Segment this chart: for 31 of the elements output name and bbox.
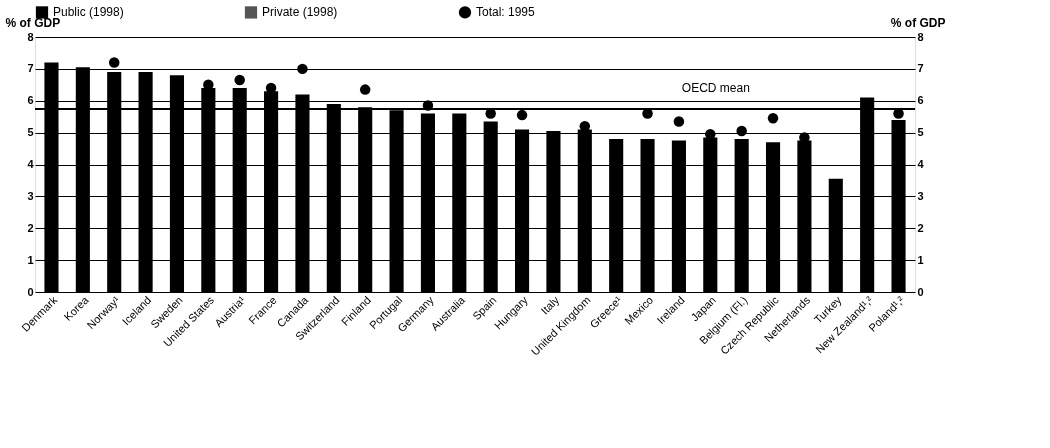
ref-line-label: OECD mean xyxy=(681,81,750,96)
y2-axis-title: % of GDP xyxy=(890,15,946,30)
y-tick-label: 8 xyxy=(27,30,34,43)
point xyxy=(516,109,528,121)
y2-tick-label: 6 xyxy=(917,94,924,107)
y-tick-label: 0 xyxy=(27,285,34,298)
y2-tick-label: 7 xyxy=(917,62,924,75)
y-tick-label: 5 xyxy=(27,126,34,139)
point xyxy=(234,74,245,86)
point xyxy=(108,57,120,68)
y2-tick-label: 0 xyxy=(917,285,924,298)
y2-tick-label: 5 xyxy=(917,126,924,139)
y2-tick-label: 3 xyxy=(917,189,924,202)
point xyxy=(297,63,308,75)
y2-tick-label: 1 xyxy=(917,253,924,266)
y2-tick-label: 2 xyxy=(917,221,924,234)
point xyxy=(736,125,747,137)
y2-tick-label: 4 xyxy=(917,158,925,170)
y-tick-label: 3 xyxy=(27,189,34,202)
y-axis-title: % of GDP xyxy=(5,15,61,30)
legend-label: Total: 1995 xyxy=(476,5,536,20)
point xyxy=(767,113,779,124)
y-tick-label: 7 xyxy=(27,62,34,75)
point xyxy=(359,84,371,95)
y-tick-label: 6 xyxy=(27,94,34,107)
y2-tick-label: 8 xyxy=(917,30,924,43)
y-tick-label: 4 xyxy=(27,158,35,170)
y-tick-label: 1 xyxy=(27,253,34,266)
y-tick-label: 2 xyxy=(27,221,34,234)
point xyxy=(673,116,685,127)
legend-label: Private (1998) xyxy=(262,5,338,20)
